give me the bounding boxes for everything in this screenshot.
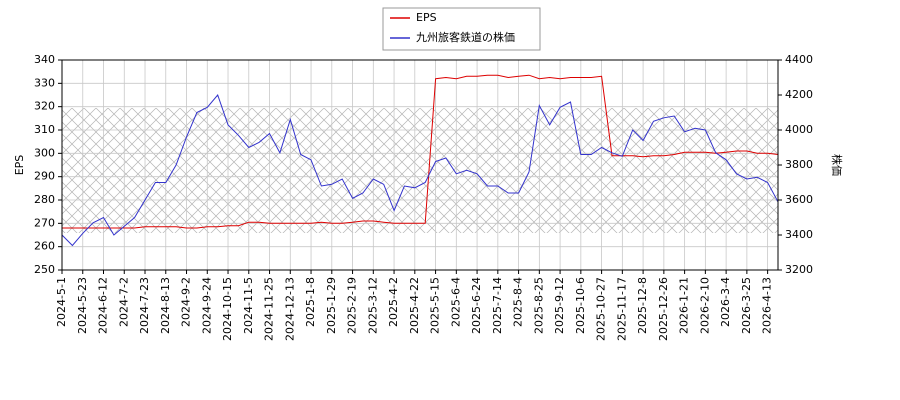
- x-tick-label: 2025-8-25: [532, 277, 545, 334]
- y2-tick-label: 3200: [785, 263, 813, 276]
- series-line: [61, 94, 779, 247]
- x-tick-label: 2025-9-12: [553, 277, 566, 334]
- x-tick-label: 2025-1-8: [304, 277, 317, 327]
- x-tick-label: 2025-12-8: [636, 277, 649, 334]
- x-tick-label: 2025-3-12: [366, 277, 379, 334]
- x-tick-label: 2025-2-19: [346, 277, 359, 334]
- series-line: [62, 74, 779, 229]
- x-tick-label: 2026-2-10: [698, 277, 711, 334]
- x-tick-label: 2025-10-27: [595, 277, 608, 341]
- y2-tick-label: 4200: [785, 88, 813, 101]
- x-tick-label: 2025-1-29: [325, 277, 338, 334]
- x-tick-label: 2024-8-13: [159, 277, 172, 334]
- y-tick-label: 320: [34, 100, 55, 113]
- x-tick-label: 2025-4-2: [387, 277, 400, 327]
- y2-tick-label: 3400: [785, 228, 813, 241]
- x-tick-label: 2025-6-24: [470, 277, 483, 334]
- x-tick-label: 2025-4-22: [408, 277, 421, 334]
- y2-tick-label: 4000: [785, 123, 813, 136]
- x-tick-label: 2024-7-23: [138, 277, 151, 334]
- hatched-band: [62, 108, 778, 233]
- y-tick-label: 250: [34, 263, 55, 276]
- y2-tick-label: 3800: [785, 158, 813, 171]
- x-tick-label: 2025-11-17: [615, 277, 628, 341]
- y-tick-label: 310: [34, 123, 55, 136]
- x-tick-label: 2025-12-26: [657, 277, 670, 341]
- y2-tick-label: 4400: [785, 53, 813, 66]
- x-tick-label: 2024-9-24: [200, 277, 213, 334]
- x-tick-label: 2024-7-2: [117, 277, 130, 327]
- x-tick-label: 2024-9-2: [180, 277, 193, 327]
- x-tick-label: 2026-3-25: [740, 277, 753, 334]
- x-tick-label: 2024-11-5: [242, 277, 255, 334]
- x-tick-label: 2024-12-13: [283, 277, 296, 341]
- legend-label: EPS: [416, 11, 437, 24]
- y2-axis-label: 株価: [830, 154, 844, 176]
- x-tick-label: 2025-7-14: [491, 277, 504, 334]
- x-tick-label: 2026-1-21: [678, 277, 691, 334]
- x-tick-label: 2024-10-15: [221, 277, 234, 341]
- y-tick-label: 300: [34, 146, 55, 159]
- x-tick-label: 2024-6-12: [97, 277, 110, 334]
- x-tick-label: 2024-11-25: [263, 277, 276, 341]
- y-tick-label: 330: [34, 76, 55, 89]
- legend-box: [382, 7, 541, 51]
- x-tick-label: 2025-6-4: [449, 277, 462, 327]
- x-tick-label: 2026-4-13: [761, 277, 774, 334]
- x-tick-label: 2025-8-4: [512, 277, 525, 327]
- x-tick-label: 2024-5-23: [76, 277, 89, 334]
- y-tick-label: 340: [34, 53, 55, 66]
- y-tick-label: 290: [34, 170, 55, 183]
- legend: EPS 九州旅客鉄道の株価: [382, 7, 541, 51]
- legend-label: 九州旅客鉄道の株価: [416, 30, 515, 44]
- x-tick-label: 2025-5-15: [429, 277, 442, 334]
- x-tick-label: 2025-10-6: [574, 277, 587, 334]
- y-axis-label: EPS: [13, 155, 26, 176]
- y-tick-label: 270: [34, 216, 55, 229]
- y-tick-label: 260: [34, 240, 55, 253]
- y-tick-label: 280: [34, 193, 55, 206]
- x-tick-label: 2024-5-1: [55, 277, 68, 327]
- y2-tick-label: 3600: [785, 193, 813, 206]
- x-tick-label: 2026-3-4: [719, 277, 732, 327]
